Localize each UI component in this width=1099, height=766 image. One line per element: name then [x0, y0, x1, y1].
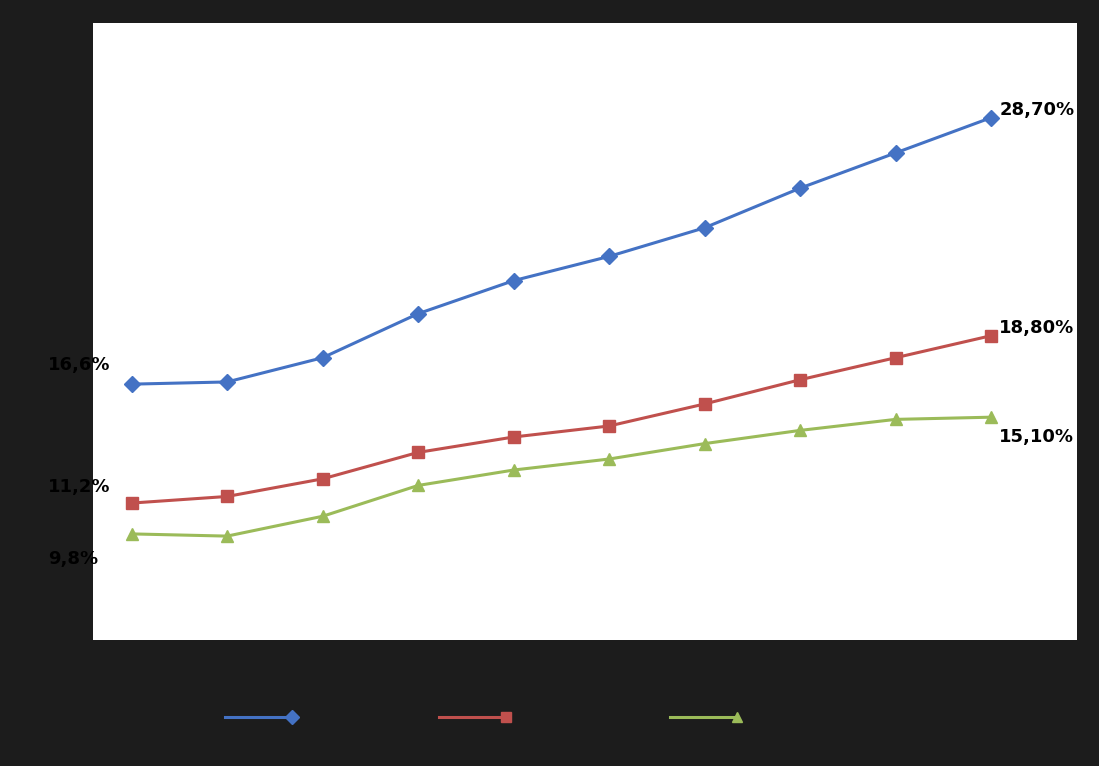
Text: 16,6%: 16,6% — [48, 356, 111, 375]
Text: 11,2%: 11,2% — [48, 478, 111, 496]
Text: 18,80%: 18,80% — [999, 319, 1075, 337]
Text: 9,8%: 9,8% — [48, 551, 99, 568]
Text: 15,10%: 15,10% — [999, 428, 1075, 446]
Text: 28,70%: 28,70% — [999, 101, 1075, 119]
